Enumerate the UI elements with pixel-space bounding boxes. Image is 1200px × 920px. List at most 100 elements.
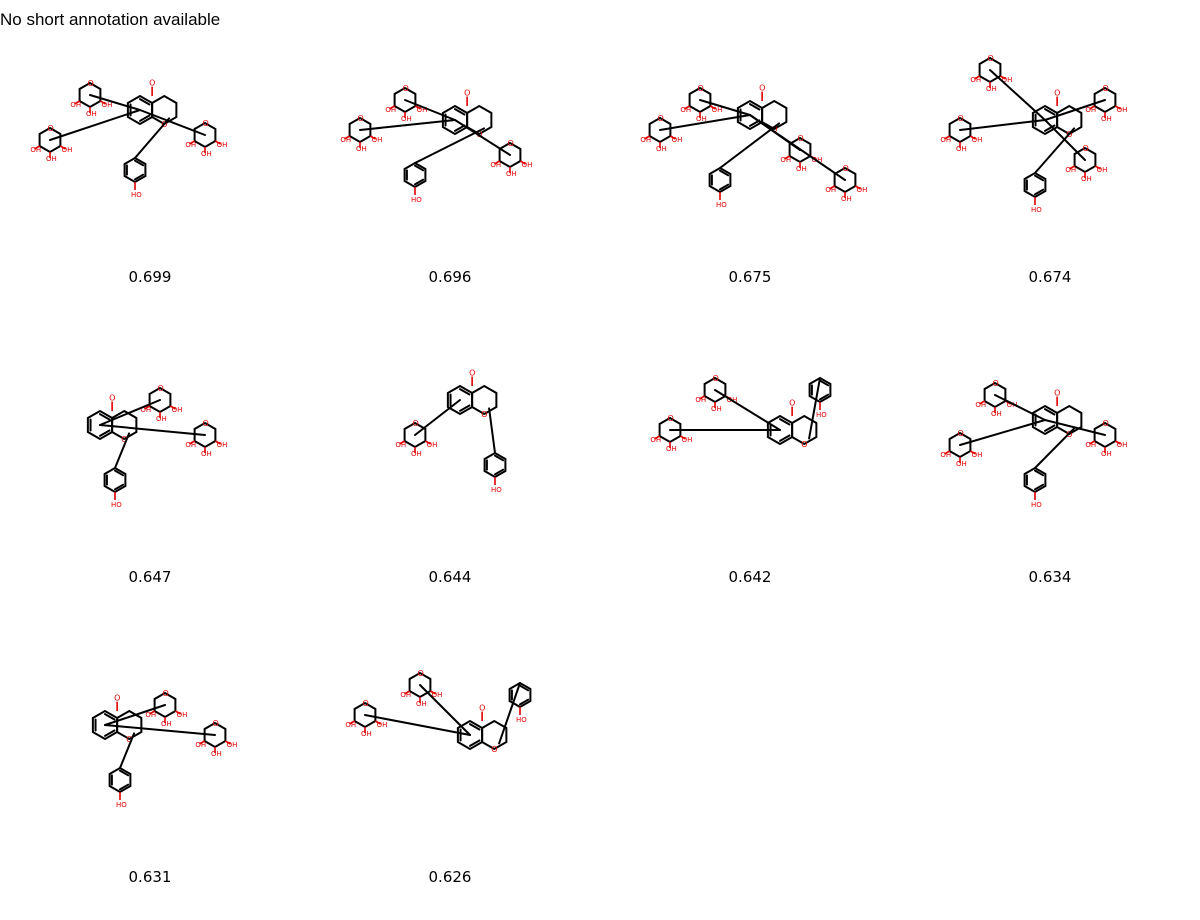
linker-bond — [414, 127, 486, 164]
hydroxyl-label: OH — [695, 396, 706, 404]
oxygen-atom: O — [48, 124, 54, 133]
hydroxyl-label: OH — [940, 451, 951, 459]
double-bond — [1044, 108, 1056, 116]
hydroxyl-bond — [679, 435, 686, 440]
hydroxyl-bond — [169, 405, 176, 410]
hydroxyl-label: OH — [650, 436, 661, 444]
linker-bond — [1044, 99, 1106, 121]
hydroxyl-label: OH — [656, 145, 667, 153]
double-bond — [469, 739, 481, 747]
molecule-cell: O O HO O OH OH OH O OH OH OH 0.626 — [300, 640, 600, 920]
double-bond — [139, 114, 151, 122]
hydroxyl-label: OH — [217, 441, 228, 449]
ring-bond — [481, 719, 508, 751]
oxygen-atom: O — [1103, 84, 1109, 93]
carbonyl-oxygen: O — [114, 694, 120, 703]
hydroxyl-label: OH — [696, 115, 707, 123]
hydroxyl-label: OH — [711, 405, 722, 413]
hydroxyl-label: OH — [857, 186, 868, 194]
hydroxyl-bond — [974, 75, 981, 80]
double-bond — [779, 434, 791, 442]
linker-bond — [119, 732, 136, 769]
double-bond — [459, 388, 471, 396]
hydroxyl-bond — [829, 185, 836, 190]
oxygen-atom: O — [413, 419, 419, 428]
hydroxyl-label: OH — [345, 721, 356, 729]
double-bond — [454, 124, 466, 132]
linker-bond — [454, 119, 511, 156]
oxygen-atom: O — [363, 699, 369, 708]
molecule-grid: O O HO O OH OH OH O OH OH OH O OH OH OH 0.699 O O HO O OH O… — [0, 40, 1200, 900]
double-bond — [494, 468, 505, 476]
linker-bond — [1044, 419, 1106, 436]
linker-bond — [1044, 119, 1086, 161]
hydroxyl-bond — [854, 185, 861, 190]
hydroxyl-bond — [374, 720, 381, 725]
oxygen-atom: O — [126, 735, 132, 744]
hydroxyl-bond — [149, 710, 156, 715]
linker-bond — [104, 724, 216, 736]
linker-bond — [994, 394, 1046, 421]
hydroxyl-label: OH — [400, 691, 411, 699]
hydroxyl-label: OH — [416, 700, 427, 708]
hydroxyl-label: HO — [116, 801, 127, 809]
hydroxyl-label: OH — [666, 445, 677, 453]
hydroxyl-label: OH — [796, 165, 807, 173]
double-bond — [134, 159, 145, 167]
linker-bond — [414, 399, 461, 436]
hydroxyl-label: OH — [201, 450, 212, 458]
linker-bond — [134, 117, 171, 159]
double-bond — [459, 404, 471, 412]
hydroxyl-label: OH — [972, 136, 983, 144]
hydroxyl-bond — [519, 160, 526, 165]
ring-bond — [791, 414, 818, 446]
hydroxyl-label: OH — [432, 691, 443, 699]
hydroxyl-label: OH — [356, 145, 367, 153]
hydroxyl-label: OH — [956, 145, 967, 153]
double-bond — [139, 98, 151, 106]
oxygen-atom: O — [203, 419, 209, 428]
hydroxyl-label: OH — [427, 441, 438, 449]
oxygen-atom: O — [1103, 419, 1109, 428]
hydroxyl-label: OH — [62, 146, 73, 154]
similarity-score: 0.634 — [1028, 568, 1072, 586]
ring-bond — [111, 409, 138, 441]
similarity-score: 0.626 — [428, 868, 472, 886]
hydroxyl-label: HO — [1031, 501, 1042, 509]
hydroxyl-label: OH — [401, 115, 412, 123]
hydroxyl-bond — [644, 135, 651, 140]
molecule-structure: O O HO O OH OH OH — [395, 369, 507, 494]
similarity-score: 0.644 — [428, 568, 472, 586]
hydroxyl-bond — [224, 740, 231, 745]
hydroxyl-label: HO — [491, 486, 502, 494]
hydroxyl-bond — [344, 135, 351, 140]
hydroxyl-bond — [144, 405, 151, 410]
annotation-text: No short annotation available — [0, 10, 221, 29]
hydroxyl-label: OH — [417, 106, 428, 114]
hydroxyl-bond — [669, 135, 676, 140]
molecule-cell: O O HO O OH OH OH O OH OH OH O OH OH OH 0.634 — [900, 340, 1200, 620]
double-bond — [819, 379, 830, 387]
linker-bond — [104, 704, 166, 726]
double-bond — [519, 684, 530, 692]
oxygen-atom: O — [481, 410, 487, 419]
hydroxyl-label: OH — [385, 106, 396, 114]
molecule-cell: O O HO O OH OH OH O OH OH OH 0.642 — [600, 340, 900, 620]
hydroxyl-bond — [999, 75, 1006, 80]
hydroxyl-bond — [189, 140, 196, 145]
oxygen-atom: O — [958, 429, 964, 438]
hydroxyl-bond — [214, 140, 221, 145]
double-bond — [119, 769, 130, 777]
oxygen-atom: O — [771, 125, 777, 134]
oxygen-atom: O — [213, 719, 219, 728]
double-bond — [134, 173, 145, 181]
oxygen-atom: O — [358, 114, 364, 123]
double-bond — [454, 108, 466, 116]
hydroxyl-bond — [699, 395, 706, 400]
double-bond — [414, 164, 425, 172]
hydroxyl-label: OH — [395, 441, 406, 449]
